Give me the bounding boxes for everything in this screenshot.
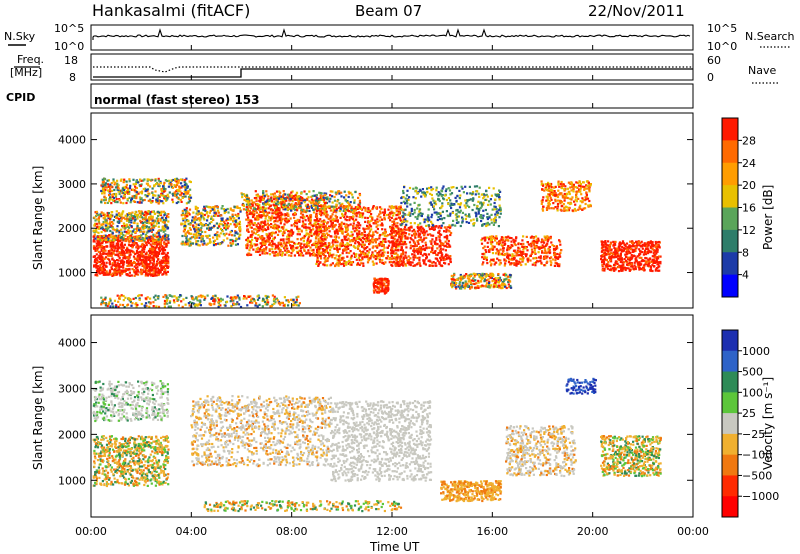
colorbar-swatch xyxy=(722,350,738,373)
colorbar-tick-label: 25 xyxy=(742,407,756,420)
beam-title: Beam 07 xyxy=(355,2,422,20)
colorbar-tick-label: 28 xyxy=(742,134,756,147)
y-tick-label: 4000 xyxy=(58,337,86,350)
colorbar-swatch xyxy=(722,185,738,208)
x-tick-label: 04:00 xyxy=(175,525,207,538)
station-title: Hankasalmi (fitACF) xyxy=(92,1,250,20)
velocity-colorbar: 1000 500 100 25 −25 −100 −500 −1000 xyxy=(721,329,779,518)
colorbar-tick-label: −25 xyxy=(742,428,765,441)
y-tick-label: 1000 xyxy=(58,474,86,487)
noise-right-tick-top: 10^5 xyxy=(707,22,737,35)
colorbar-tick-label: 16 xyxy=(742,202,756,215)
colorbar-tick-label: 1000 xyxy=(742,345,770,358)
colorbar-tick-label: 12 xyxy=(742,224,756,237)
power-y-axis: 1000 2000 3000 4000 xyxy=(58,134,693,280)
power-ylabel: Slant Range [km] xyxy=(31,166,45,270)
colorbar-swatch xyxy=(722,371,738,393)
noise-right-tick-bottom: 10^0 xyxy=(707,40,737,53)
power-data xyxy=(92,177,662,309)
colorbar-tick-label: 100 xyxy=(742,386,763,399)
freq-left-tick-bottom: 8 xyxy=(69,71,76,84)
y-tick-label: 3000 xyxy=(58,178,86,191)
noise-left-tick-bottom: 10^0 xyxy=(54,40,84,53)
velocity-y-axis: 1000 2000 3000 4000 xyxy=(58,337,693,487)
colorbar-swatch xyxy=(722,392,738,414)
freq-left-tick-top: 18 xyxy=(64,54,78,67)
x-tick-label: 12:00 xyxy=(376,525,408,538)
velocity-data xyxy=(92,377,662,513)
colorbar-tick-label: 8 xyxy=(742,246,749,259)
date-title: 22/Nov/2011 xyxy=(588,2,685,20)
colorbar-swatch xyxy=(722,229,738,253)
x-tick-label: 00:00 xyxy=(75,525,107,538)
y-tick-label: 3000 xyxy=(58,382,86,395)
y-tick-label: 1000 xyxy=(58,267,86,280)
y-tick-label: 4000 xyxy=(58,134,86,147)
cpid-label: CPID xyxy=(6,91,35,104)
colorbar-tick-label: 24 xyxy=(742,157,756,170)
colorbar-swatch xyxy=(722,252,738,276)
colorbar-swatch xyxy=(722,274,738,298)
nave-trace xyxy=(93,66,693,73)
x-tick-label: 16:00 xyxy=(476,525,508,538)
y-tick-label: 2000 xyxy=(58,428,86,441)
freq-label-line2: [MHz] xyxy=(10,66,42,79)
colorbar-swatch xyxy=(722,162,738,186)
colorbar-swatch xyxy=(722,454,738,476)
colorbar-swatch xyxy=(722,330,738,352)
power-colorbar-label: Power [dB] xyxy=(761,185,775,250)
colorbar-swatch xyxy=(722,207,738,231)
colorbar-swatch xyxy=(722,433,738,456)
noise-left-label: N.Sky xyxy=(4,30,36,43)
colorbar-tick-label: 500 xyxy=(742,366,763,379)
colorbar-swatch xyxy=(722,496,738,518)
colorbar-tick-label: 4 xyxy=(742,269,749,282)
colorbar-swatch xyxy=(722,475,738,497)
freq-right-tick-top: 60 xyxy=(707,54,721,67)
power-colorbar: 28 24 20 16 12 8 4 xyxy=(721,117,756,298)
velocity-ylabel: Slant Range [km] xyxy=(31,366,45,470)
colorbar-tick-label: 20 xyxy=(742,179,756,192)
y-tick-label: 2000 xyxy=(58,222,86,235)
colorbar-tick-label: −1000 xyxy=(742,490,779,503)
noise-right-label: N.Search xyxy=(745,30,795,43)
colorbar-swatch xyxy=(722,118,738,141)
noise-left-tick-top: 10^5 xyxy=(54,22,84,35)
nave-label: Nave xyxy=(748,64,776,77)
time-x-axis: 00:00 04:00 08:00 12:00 16:00 20:00 00:00 xyxy=(75,45,709,538)
freq-right-tick-bottom: 0 xyxy=(707,71,714,84)
colorbar-tick-label: −500 xyxy=(742,469,772,482)
xaxis-label: Time UT xyxy=(369,540,420,554)
x-tick-label: 00:00 xyxy=(677,525,709,538)
velocity-colorbar-label: Velocity [m s⁻¹] xyxy=(761,377,775,470)
colorbar-tick-label: −100 xyxy=(742,449,772,462)
freq-label-line1: Freq. xyxy=(17,53,44,66)
colorbar-swatch xyxy=(722,140,738,164)
freq-trace xyxy=(93,68,693,78)
noise-sky-trace xyxy=(92,28,691,40)
colorbar-frame xyxy=(721,329,739,518)
x-tick-label: 20:00 xyxy=(577,525,609,538)
x-tick-label: 08:00 xyxy=(276,525,308,538)
colorbar-swatch xyxy=(722,413,738,435)
cpid-value: normal (fast stereo) 153 xyxy=(94,93,260,107)
